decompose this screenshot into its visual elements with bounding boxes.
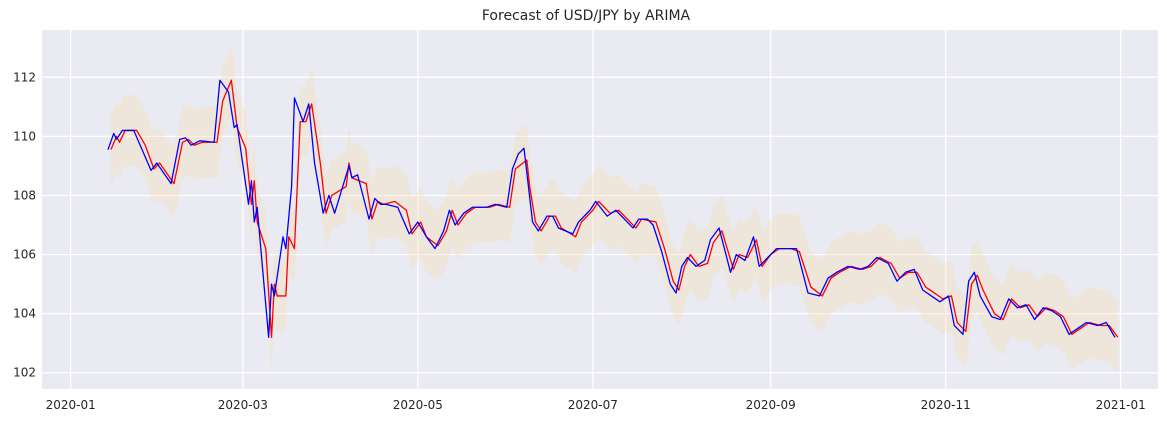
x-tick-label: 2020-03 bbox=[218, 398, 268, 412]
x-tick-label: 2020-05 bbox=[393, 398, 443, 412]
x-tick-labels: 2020-01 2020-03 2020-05 2020-07 2020-09 2020-… bbox=[46, 398, 1146, 412]
x-tick-label: 2020-07 bbox=[568, 398, 618, 412]
grid-lines bbox=[42, 30, 1158, 389]
confidence-band bbox=[110, 44, 1118, 373]
y-tick-label: 108 bbox=[13, 188, 36, 202]
y-tick-label: 112 bbox=[13, 70, 36, 84]
y-tick-label: 104 bbox=[13, 307, 36, 321]
confidence-band-layer bbox=[110, 44, 1118, 373]
x-tick-label: 2020-01 bbox=[46, 398, 96, 412]
forecast-series-line bbox=[110, 79, 1119, 338]
y-tick-label: 110 bbox=[13, 129, 36, 143]
y-tick-labels: 102 104 106 108 110 112 bbox=[13, 70, 36, 379]
x-tick-label: 2020-11 bbox=[921, 398, 971, 412]
actual-series-line bbox=[107, 79, 1116, 338]
x-tick-label: 2021-01 bbox=[1096, 398, 1146, 412]
chart-title: Forecast of USD/JPY by ARIMA bbox=[482, 8, 691, 24]
y-tick-label: 102 bbox=[13, 366, 36, 380]
x-tick-label: 2020-09 bbox=[746, 398, 796, 412]
y-tick-label: 106 bbox=[13, 248, 36, 262]
series-layer bbox=[107, 79, 1119, 338]
